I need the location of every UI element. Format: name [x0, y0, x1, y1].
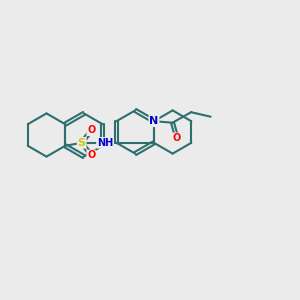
Text: O: O: [173, 133, 181, 143]
Text: NH: NH: [97, 138, 113, 148]
Text: N: N: [149, 116, 158, 126]
Text: S: S: [78, 138, 86, 148]
Text: O: O: [87, 125, 95, 135]
Text: O: O: [87, 150, 95, 161]
